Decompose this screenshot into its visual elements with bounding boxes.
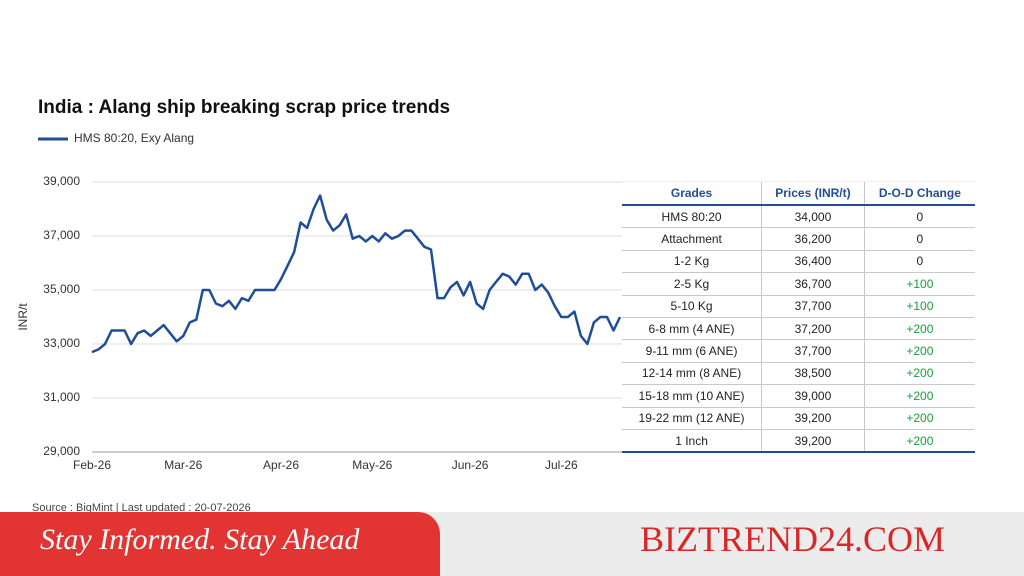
table-row: 2-5 Kg 36,700 +100 [622, 272, 975, 296]
table-row: Attachment 36,200 0 [622, 227, 975, 251]
table-cell: 15-18 mm (10 ANE) [622, 384, 762, 408]
table-row: 5-10 Kg 37,700 +100 [622, 295, 975, 318]
header-cell: Grades [622, 182, 762, 206]
table-cell: 37,700 [761, 339, 865, 363]
y-tick-label: 35,000 [43, 282, 80, 296]
table-cell: 39,200 [761, 429, 865, 454]
table-row: 6-8 mm (4 ANE) 37,200 +200 [622, 317, 975, 341]
x-tick-label: Apr-26 [263, 458, 299, 472]
table-cell: HMS 80:20 [622, 205, 762, 229]
y-tick-label: 37,000 [43, 228, 80, 242]
table-cell: +200 [863, 317, 975, 341]
table-cell: 6-8 mm (4 ANE) [622, 317, 762, 341]
table-cell: 39,200 [761, 407, 865, 430]
table-cell: 0 [863, 205, 975, 229]
table-cell: 2-5 Kg [622, 272, 762, 296]
table-cell: 34,000 [761, 205, 865, 229]
table-cell: 1-2 Kg [622, 250, 762, 274]
x-tick-label: Mar-26 [164, 458, 202, 472]
x-tick-label: May-26 [352, 458, 392, 472]
y-tick-label: 31,000 [43, 390, 80, 404]
brand: BIZTREND24.COM [640, 519, 945, 559]
table-cell: 38,500 [761, 362, 865, 386]
source: Source : BigMint | Last updated : 20-07-… [32, 502, 251, 514]
y-tick-label: 29,000 [43, 444, 80, 458]
price-table: Grades Prices (INR/t) D-O-D Change HMS 80:2… [622, 182, 975, 454]
table-cell: 37,700 [761, 295, 865, 318]
price-line [91, 194, 622, 354]
header-cell: Prices (INR/t) [761, 182, 865, 206]
header-cell: D-O-D Change [863, 182, 975, 206]
table-cell: +100 [863, 295, 975, 318]
table-cell: 36,400 [761, 250, 865, 274]
chart-title: India : Alang ship breaking scrap price … [38, 97, 450, 118]
table-row: 19-22 mm (12 ANE) 39,200 +200 [622, 407, 975, 430]
table-row: HMS 80:20 34,000 0 [622, 205, 975, 229]
table-row: 1 Inch 39,200 +200 [622, 429, 975, 454]
table-cell: +200 [863, 362, 975, 386]
table-cell: +200 [863, 407, 975, 430]
x-tick-label: Feb-26 [73, 458, 111, 472]
header-row: Grades Prices (INR/t) D-O-D Change [622, 182, 975, 206]
table-cell: 36,700 [761, 272, 865, 296]
table-cell: 39,000 [761, 384, 865, 408]
x-tick-label: Jun-26 [452, 458, 489, 472]
table-cell: 1 Inch [622, 429, 762, 454]
table-cell: +200 [863, 384, 975, 408]
table-cell: 0 [863, 250, 975, 274]
table-cell: 0 [863, 227, 975, 251]
x-tick-label: Jul-26 [545, 458, 578, 472]
table-cell: 37,200 [761, 317, 865, 341]
table-row: 1-2 Kg 36,400 0 [622, 250, 975, 274]
table-cell: 19-22 mm (12 ANE) [622, 407, 762, 430]
table-cell: +200 [863, 429, 975, 454]
table-cell: +200 [863, 339, 975, 363]
table-row: 12-14 mm (8 ANE) 38,500 +200 [622, 362, 975, 386]
y-tick-label: 33,000 [43, 336, 80, 350]
table-row: 15-18 mm (10 ANE) 39,000 +200 [622, 384, 975, 408]
y-axis-label: INR/t [16, 303, 30, 331]
banner: Stay Informed. Stay Ahead BIZTREND24.COM [0, 512, 1024, 576]
table-row: 9-11 mm (6 ANE) 37,700 +200 [622, 339, 975, 363]
table-cell: 36,200 [761, 227, 865, 251]
table-cell: 9-11 mm (6 ANE) [622, 339, 762, 363]
table-cell: +100 [863, 272, 975, 296]
legend-label: HMS 80:20, Exy Alang [74, 131, 194, 145]
tagline: Stay Informed. Stay Ahead [0, 512, 440, 576]
table-cell: Attachment [622, 227, 762, 251]
y-tick-label: 39,000 [43, 174, 80, 188]
table-cell: 5-10 Kg [622, 295, 762, 318]
table-cell: 12-14 mm (8 ANE) [622, 362, 762, 386]
